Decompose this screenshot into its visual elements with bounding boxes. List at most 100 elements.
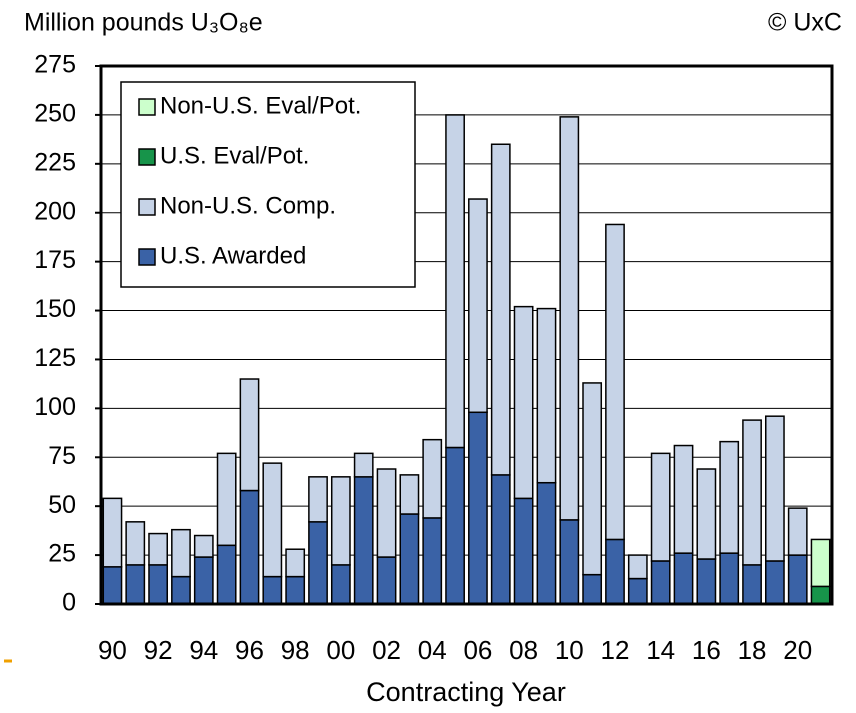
bar-segment <box>605 223 625 541</box>
bar-segment <box>376 468 397 558</box>
x-tick-label: 14 <box>646 635 675 665</box>
bar-segment <box>582 382 603 576</box>
bar-segment <box>285 548 306 578</box>
x-tick-label: 04 <box>418 635 447 665</box>
y-tick-label: 225 <box>34 148 76 176</box>
bar-segment <box>102 566 123 605</box>
bar-segment <box>719 552 740 605</box>
bar-segment <box>787 507 808 556</box>
bar-segment <box>330 476 351 566</box>
x-tick-label: 10 <box>555 635 584 665</box>
bar-segment <box>810 538 831 588</box>
y-tick-label: 200 <box>34 197 76 225</box>
y-tick-label: 50 <box>48 491 76 519</box>
bar-segment <box>308 521 328 605</box>
bar-segment <box>742 564 762 605</box>
x-tick-label: 98 <box>281 635 310 665</box>
x-tick-label: 94 <box>189 635 218 665</box>
x-tick-label: 92 <box>144 635 173 665</box>
bar-segment <box>125 521 146 566</box>
x-tick-label: 00 <box>326 635 355 665</box>
bar-segment <box>193 534 214 558</box>
bar-segment <box>262 462 283 578</box>
bar-segment <box>239 489 260 605</box>
y-tick-label: 150 <box>34 295 76 323</box>
bar-segment <box>605 538 625 605</box>
bar-segment <box>171 528 191 578</box>
legend-swatch <box>138 248 156 266</box>
bar-segment <box>262 575 283 605</box>
bar-segment <box>765 415 785 562</box>
bar-segment <box>125 564 146 605</box>
bar-segment <box>536 307 557 484</box>
bar-segment <box>627 554 648 580</box>
x-tick-label: 96 <box>235 635 264 665</box>
bar-segment <box>148 532 168 566</box>
bar-segment <box>787 554 808 605</box>
x-tick-label: 20 <box>783 635 812 665</box>
bar-segment <box>445 114 465 449</box>
bar-segment <box>513 497 534 605</box>
bar-segment <box>422 438 443 519</box>
bar-segment <box>468 411 488 605</box>
bar-segment <box>399 474 420 515</box>
bar-segment <box>216 452 237 547</box>
legend-label: Non-U.S. Comp. <box>160 192 336 219</box>
bar-segment <box>468 198 488 414</box>
chart-title: Million pounds U₃O₈e <box>24 9 263 37</box>
bar-segment <box>627 577 648 605</box>
bar-segment <box>193 556 214 605</box>
bar-segment <box>513 305 534 500</box>
bar-segment <box>673 552 694 605</box>
bar-segment <box>399 513 420 605</box>
x-tick-label: 02 <box>372 635 401 665</box>
x-axis-label: Contracting Year <box>366 677 566 707</box>
x-tick-label: 16 <box>692 635 721 665</box>
bar-segment <box>330 564 351 605</box>
bar-segment <box>582 573 603 605</box>
bar-segment <box>765 560 785 605</box>
bar-segment <box>376 556 397 605</box>
legend-label: U.S. Eval/Pot. <box>160 142 309 169</box>
bar-segment <box>422 517 443 605</box>
bar-segment <box>650 452 671 562</box>
bar-segment <box>650 560 671 605</box>
bar-segment <box>148 564 168 605</box>
source: © UxC <box>768 9 842 37</box>
x-tick-label: 06 <box>463 635 492 665</box>
bar-segment <box>559 116 580 521</box>
plot-border <box>99 64 834 606</box>
bar-segment <box>308 476 328 523</box>
bar-segment <box>696 468 717 560</box>
bar-segment <box>490 474 511 605</box>
y-tick-label: 175 <box>34 246 76 274</box>
bar-segment <box>353 476 374 605</box>
y-tick-label: 125 <box>34 344 76 372</box>
y-tick-label: 0 <box>62 589 76 617</box>
bar-segment <box>719 440 740 554</box>
bar-segment <box>810 585 831 605</box>
legend-label: U.S. Awarded <box>160 242 306 269</box>
legend-swatch <box>138 148 156 166</box>
bar-segment <box>285 575 306 605</box>
bar-segment <box>673 444 694 554</box>
bar-segment <box>102 497 123 568</box>
bar-segment <box>239 378 260 492</box>
legend-label: Non-U.S. Eval/Pot. <box>160 92 361 119</box>
x-tick-label: 08 <box>509 635 538 665</box>
bar-segment <box>490 143 511 476</box>
bar-segment <box>536 481 557 605</box>
bar-segment <box>559 519 580 605</box>
bar-segment <box>742 419 762 566</box>
x-tick-label: 90 <box>98 635 127 665</box>
legend-box <box>120 81 416 288</box>
y-tick-label: 250 <box>34 100 76 128</box>
x-tick-label: 18 <box>738 635 767 665</box>
bar-segment <box>696 558 717 605</box>
bar-segment <box>353 452 374 478</box>
legend-swatch <box>138 198 156 216</box>
y-tick-label: 25 <box>48 540 76 568</box>
bar-segment <box>445 446 465 605</box>
y-tick-label: 275 <box>34 51 76 79</box>
